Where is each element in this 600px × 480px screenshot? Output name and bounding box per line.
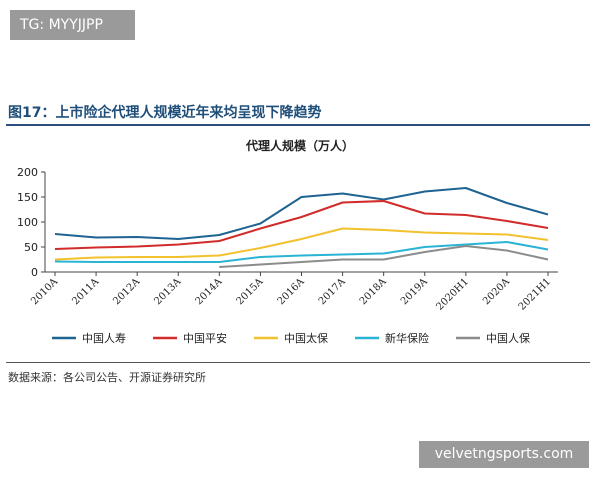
legend-label-1: 中国人寿	[82, 331, 126, 345]
y-tick-label: 0	[31, 266, 38, 279]
x-tick-label: 2011A	[70, 276, 101, 307]
x-tick-label: 2015A	[235, 276, 266, 307]
chart-title: 代理人规模（万人）	[245, 139, 354, 153]
legend-label-5: 中国人保	[486, 331, 530, 345]
x-tick-label: 2018A	[358, 276, 389, 307]
series-line-3	[54, 227, 549, 261]
x-tick-label: 2016A	[276, 276, 307, 307]
x-tick-label: 2012A	[111, 276, 142, 307]
legend-label-4: 新华保险	[385, 331, 429, 345]
x-tick-label: 2019A	[399, 276, 430, 307]
y-tick-label: 50	[24, 241, 38, 254]
x-tick-label: 2010A	[29, 276, 60, 307]
legend-label-2: 中国平安	[183, 331, 227, 345]
y-tick-label: 200	[17, 166, 38, 179]
x-tick-label: 2017A	[317, 276, 348, 307]
figure-title: 图17：上市险企代理人规模近年来均呈现下降趋势	[8, 105, 322, 121]
title-divider	[6, 124, 590, 126]
channel-badge: TG: MYYJJPP	[10, 10, 135, 40]
series-line-1	[54, 187, 549, 240]
x-tick-label: 2020H1	[435, 276, 471, 312]
data-source-note: 数据来源：各公司公告、开源证券研究所	[8, 371, 206, 384]
series-line-4	[54, 241, 549, 263]
x-tick-label: 2014A	[194, 276, 225, 307]
site-watermark: velvetngsports.com	[419, 441, 589, 468]
source-divider	[6, 362, 590, 363]
y-tick-label: 150	[17, 191, 38, 204]
x-tick-label: 2021H1	[517, 276, 553, 312]
legend-label-3: 中国太保	[284, 331, 328, 345]
x-tick-label: 2020A	[481, 276, 512, 307]
y-tick-label: 100	[17, 216, 38, 229]
series-line-5	[219, 245, 549, 268]
series-line-2	[54, 200, 549, 250]
x-tick-label: 2013A	[152, 276, 183, 307]
